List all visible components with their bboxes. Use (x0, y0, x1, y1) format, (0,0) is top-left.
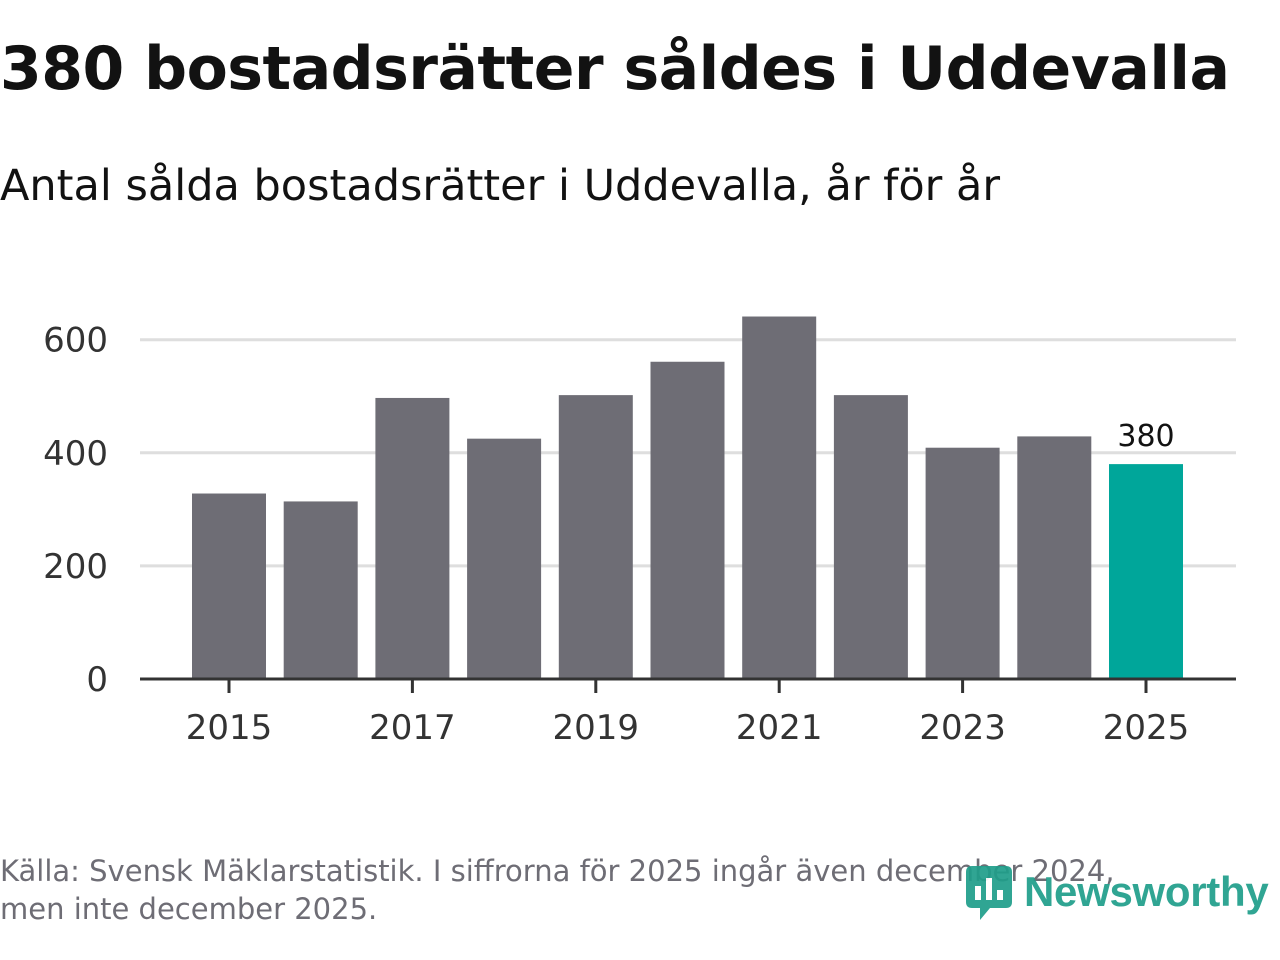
newsworthy-logo-icon (966, 866, 1012, 920)
y-tick-label: 200 (43, 547, 108, 587)
bar-2025 (1109, 464, 1183, 679)
data-label: 380 (1117, 419, 1174, 454)
source-footnote: Källa: Svensk Mäklarstatistik. I siffror… (0, 852, 1230, 929)
newsworthy-logo: Newsworthy (962, 862, 1269, 922)
x-tick-label: 2019 (553, 708, 640, 748)
axes (140, 677, 1236, 693)
x-tick-label: 2023 (919, 708, 1006, 748)
footnote-line-2: men inte december 2025. (0, 892, 378, 927)
bar-chart: 0 200 400 600 2015 2017 2019 2021 2023 2025 380 (43, 316, 1236, 748)
bar-2016 (283, 501, 358, 679)
x-tick-label: 2015 (186, 708, 273, 748)
x-tick-label: 2017 (369, 708, 456, 748)
y-tick-label: 600 (43, 321, 108, 361)
bar-2020 (650, 361, 725, 679)
y-tick-label: 0 (86, 660, 108, 700)
chart-subtitle: Antal sålda bostadsrätter i Uddevalla, å… (0, 161, 1001, 211)
x-tick-label: 2021 (736, 708, 823, 748)
x-tick-label: 2025 (1103, 708, 1190, 748)
bar-2019 (558, 395, 633, 679)
bar-2015 (192, 493, 266, 679)
bar-2018 (467, 438, 542, 679)
bar-2022 (833, 395, 908, 679)
bar-2017 (375, 397, 450, 679)
logo-name: Newsworthy (1024, 868, 1269, 915)
chart-title: 380 bostadsrätter såldes i Uddevalla (0, 34, 1230, 104)
bar-2021 (742, 316, 817, 679)
footnote-line-1: Källa: Svensk Mäklarstatistik. I siffror… (0, 854, 1115, 888)
bar-2024 (1017, 436, 1092, 679)
labels: 0 200 400 600 2015 2017 2019 2021 2023 2025 380 (43, 321, 1189, 748)
bars (192, 316, 1183, 679)
y-tick-label: 400 (43, 434, 108, 474)
bar-2023 (925, 447, 1000, 679)
